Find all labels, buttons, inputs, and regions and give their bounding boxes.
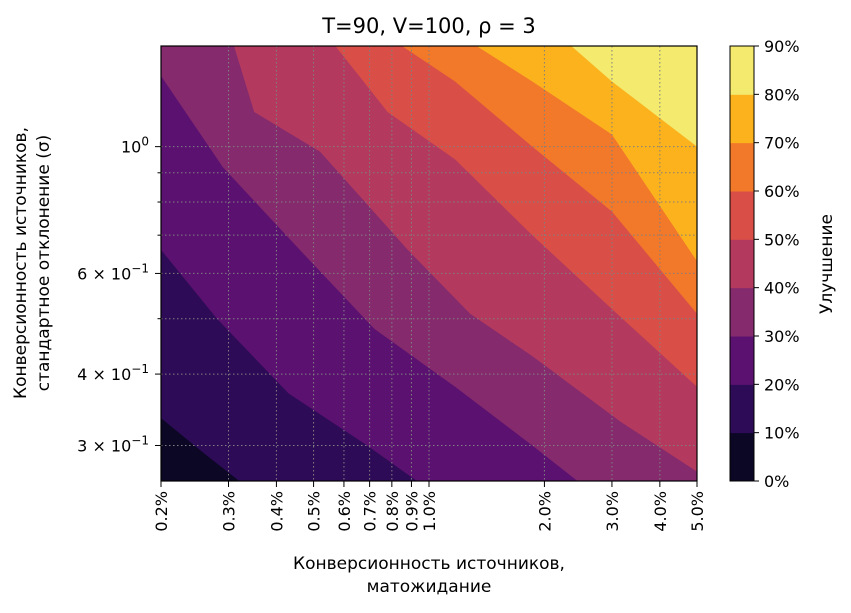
y-axis-label-line-1: Конверсионность источников, <box>11 127 31 399</box>
y-tick-label: 6 × 10−1 <box>77 261 149 283</box>
chart-title: T=90, V=100, ρ = 3 <box>321 14 536 38</box>
y-tick-label: 3 × 10−1 <box>77 433 149 455</box>
colorbar-label: Улучшение <box>817 214 837 314</box>
colorbar-tick-label: 0% <box>764 472 789 491</box>
x-tick-label: 0.4% <box>267 491 286 532</box>
x-tick-label: 0.5% <box>305 491 324 532</box>
colorbar-tick-label: 40% <box>764 279 800 298</box>
colorbar-segment <box>730 94 754 144</box>
colorbar-segment <box>730 432 754 482</box>
y-axis-label-line-2: стандартное отклонение (σ) <box>34 135 54 392</box>
colorbar-tick-label: 80% <box>764 85 800 104</box>
x-axis: 0.2% 0.3% 0.4% 0.5% 0.6% 0.7% 0.8% 0.9%1.0% 2.0%… <box>152 481 707 532</box>
colorbar-segment <box>730 191 754 240</box>
x-axis-label-line-1: Конверсионность источников, <box>293 554 565 574</box>
colorbar-tick-label: 70% <box>764 134 800 153</box>
colorbar-tick-label: 30% <box>764 327 800 346</box>
x-tick-label: 3.0% <box>603 491 622 532</box>
colorbar: 0% 10% 20% 30% 40% 50% 60% 70% 80% 90% <box>729 37 800 491</box>
contour-band-90-100 <box>651 46 697 133</box>
x-tick-label: 0.2% <box>152 491 171 532</box>
colorbar-segment <box>730 336 754 385</box>
colorbar-segment <box>730 46 754 95</box>
x-tick-label: 0.8% <box>383 491 402 532</box>
y-tick-label: 4 × 10−1 <box>77 362 149 384</box>
x-axis-label-line-2: матожидание <box>367 577 492 597</box>
y-tick-label: 100 <box>121 135 149 157</box>
x-tick-label: 0.9% <box>403 491 422 532</box>
x-tick-label: 1.0% <box>420 491 439 532</box>
colorbar-tick-label: 90% <box>764 37 800 56</box>
colorbar-tick-label: 10% <box>764 424 800 443</box>
x-tick-label: 0.6% <box>335 491 354 532</box>
colorbar-segment <box>730 142 754 192</box>
colorbar-tick-label: 20% <box>764 375 800 394</box>
colorbar-frame <box>729 45 755 482</box>
x-tick-label: 5.0% <box>688 491 707 532</box>
colorbar-tick-label: 50% <box>764 230 800 249</box>
colorbar-segment <box>730 384 754 434</box>
colorbar-segment <box>730 287 754 337</box>
colorbar-segment <box>730 239 754 289</box>
x-tick-label: 4.0% <box>651 491 670 532</box>
x-tick-label: 2.0% <box>535 491 554 532</box>
colorbar-tick-label: 60% <box>764 182 800 201</box>
x-tick-label: 0.3% <box>220 491 239 532</box>
y-axis: 3 × 10−1 4 × 10−1 6 × 10−1 100 <box>77 135 161 455</box>
x-tick-label: 0.7% <box>361 491 380 532</box>
